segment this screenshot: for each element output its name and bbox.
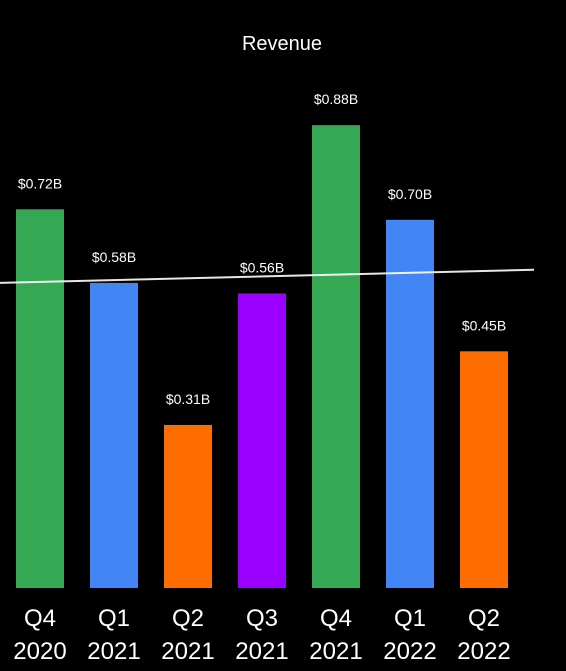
tick-label-4: Q4 2021 [309, 605, 362, 665]
tick-label-5: Q1 2022 [383, 605, 436, 665]
data-labels-group: $0.72B $0.58B $0.31B $0.56B $0.88B $0.70B $0.4… [18, 91, 506, 407]
trendline [0, 268, 535, 284]
chart-title: Revenue [242, 33, 322, 55]
x-axis-ticks: Q4 2020 Q1 2021 Q2 2021 Q3 2021 Q4 2021 Q1 2022 Q2 20… [13, 605, 510, 665]
tick-label-3: Q3 2021 [235, 605, 288, 665]
data-label-2: $0.31B [166, 391, 210, 407]
tick-label-0: Q4 2020 [13, 605, 66, 665]
bars-group [16, 125, 508, 589]
data-label-1: $0.58B [92, 249, 136, 265]
bar-6 [460, 351, 508, 588]
bar-4 [312, 125, 360, 589]
data-label-6: $0.45B [462, 317, 506, 333]
tick-label-2: Q2 2021 [161, 605, 214, 665]
bar-5 [386, 219, 434, 589]
bar-3 [238, 293, 286, 588]
data-label-4: $0.88B [314, 91, 358, 107]
tick-label-1: Q1 2021 [87, 605, 140, 665]
bar-0 [16, 209, 64, 588]
bar-2 [164, 424, 212, 588]
trendline-group [0, 268, 535, 284]
data-label-0: $0.72B [18, 175, 62, 191]
data-label-3: $0.56B [240, 259, 284, 275]
data-label-5: $0.70B [388, 186, 432, 202]
tick-label-6: Q2 2022 [457, 605, 510, 665]
bar-1 [90, 282, 138, 588]
